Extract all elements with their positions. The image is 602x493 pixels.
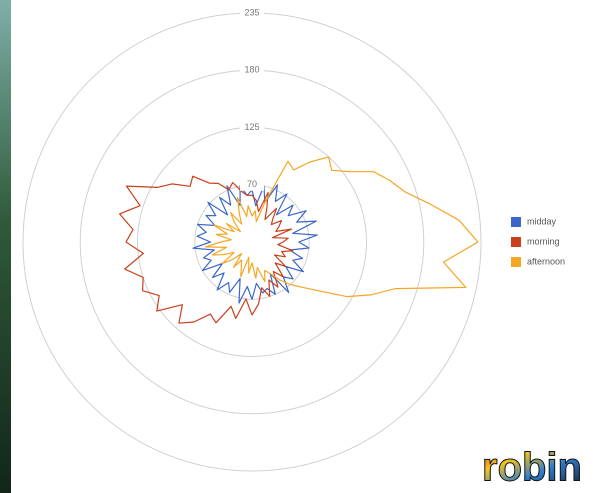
r-tick-label: 235 [244, 7, 259, 17]
legend-label: morning [527, 236, 560, 246]
plot [119, 156, 479, 324]
series-line [119, 175, 294, 324]
legend-swatch [511, 237, 521, 247]
r-tick-label: 70 [247, 179, 257, 189]
series-line [192, 184, 318, 304]
grid-circle [22, 12, 482, 472]
tick-label-bg [240, 7, 264, 19]
logo: robin [482, 446, 582, 490]
r-tick-label: 180 [244, 65, 259, 75]
tick-label-bg [240, 121, 264, 134]
background-strip [0, 0, 11, 493]
legend: midday morning afternoon [511, 216, 565, 267]
tick-labels: 70 125 180 235 [240, 7, 264, 191]
legend-label: afternoon [527, 256, 565, 266]
legend-swatch [511, 257, 521, 267]
tick-label-bg [240, 64, 264, 77]
legend-swatch [511, 217, 521, 227]
r-tick-label: 125 [244, 122, 259, 132]
grid [22, 12, 482, 472]
legend-label: midday [527, 216, 557, 226]
grid-circle [137, 127, 367, 357]
tick-label-bg [240, 178, 264, 191]
grid-circle [194, 184, 310, 300]
series-line [204, 156, 479, 298]
